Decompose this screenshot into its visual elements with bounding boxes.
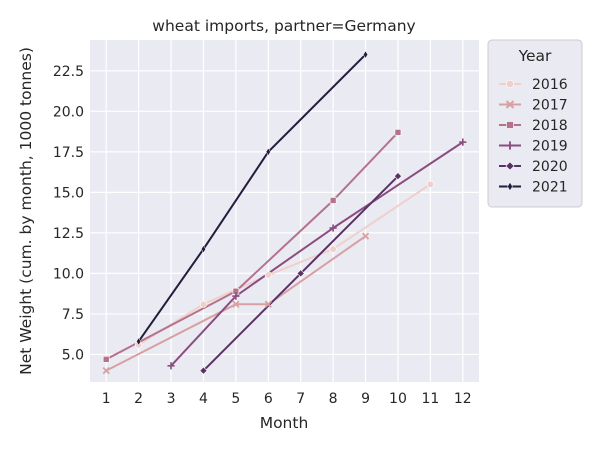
legend-label: 2016 [532,77,568,93]
data-point-2016 [199,300,208,308]
legend-item-2021: 2021 [499,180,568,196]
legend-label: 2020 [532,159,568,175]
y-tick-label: 10.0 [53,266,84,282]
data-point-2020 [199,366,208,375]
data-point-2017 [264,300,272,308]
x-tick-label: 6 [264,391,273,407]
data-point-2017 [232,300,240,308]
data-point-2021 [136,337,142,346]
data-point-2019 [459,138,467,146]
series-line-2018 [105,131,399,361]
legend-item-2018: 2018 [499,118,568,134]
data-point-2016 [264,271,272,279]
series-line-2019 [170,141,464,367]
legend-marker [506,121,514,129]
data-point-2021 [265,147,271,156]
data-point-2016 [426,180,434,188]
x-tick-label: 3 [167,391,176,407]
y-tick-label: 17.5 [53,145,84,161]
data-point-2019 [232,292,240,300]
legend-item-2017: 2017 [499,98,568,114]
x-tick-label: 9 [361,391,370,407]
x-axis-label: Month [260,414,309,432]
legend-item-2019: 2019 [499,139,568,155]
legend-marker [505,79,515,89]
legend-label: 2019 [532,139,568,155]
y-tick-label: 7.5 [62,307,84,323]
y-tick-labels: 5.0 7.5 10.0 12.5 15.0 17.5 20.0 22.5 [53,64,84,364]
data-point-2019 [167,362,175,370]
x-tick-label: 11 [421,391,439,407]
y-tick-label: 12.5 [53,226,84,242]
data-point-2016 [329,245,337,253]
legend: Year 2016 2017 2018 2019 2020 2021 [487,39,583,208]
data-point-2019 [329,224,337,232]
series-markers [102,50,467,375]
x-tick-label: 8 [329,391,338,407]
legend-label: 2018 [532,118,568,134]
x-tick-label: 12 [454,391,472,407]
x-tick-labels: 1 2 3 4 5 6 7 8 9 10 11 12 [102,391,472,407]
data-point-2017 [361,232,370,240]
data-point-2020 [393,172,402,181]
legend-marker [505,161,515,171]
y-tick-label: 5.0 [62,347,84,363]
legend-label: 2021 [532,180,568,196]
y-tick-label: 20.0 [53,104,84,120]
x-tick-label: 10 [389,391,407,407]
legend-item-2016: 2016 [499,77,568,93]
x-tick-label: 2 [134,391,143,407]
y-axis-label: Net Weight (cum. by month, 1000 tonnes) [17,47,35,375]
y-tick-label: 22.5 [53,64,84,80]
legend-label: 2017 [532,98,568,114]
data-point-2018 [394,129,402,136]
legend-title: Year [518,47,552,65]
data-point-2020 [296,269,305,278]
grid [90,40,479,382]
x-tick-label: 4 [199,391,208,407]
plot-area [90,40,479,382]
data-point-2017 [102,367,110,375]
data-point-2021 [363,50,369,59]
data-point-2018 [329,197,337,204]
legend-marker [505,141,515,150]
data-point-2018 [102,356,110,363]
legend-marker [507,181,513,192]
series-line-2021 [137,53,367,343]
legend-item-2020: 2020 [499,159,568,175]
x-tick-label: 5 [231,391,240,407]
y-tick-label: 15.0 [53,185,84,201]
series-line-2017 [105,235,367,372]
x-tick-label: 1 [102,391,111,407]
chart-title: wheat imports, partner=Germany [152,17,415,35]
x-tick-label: 7 [296,391,305,407]
data-point-2021 [200,245,206,254]
legend-marker [505,100,515,109]
